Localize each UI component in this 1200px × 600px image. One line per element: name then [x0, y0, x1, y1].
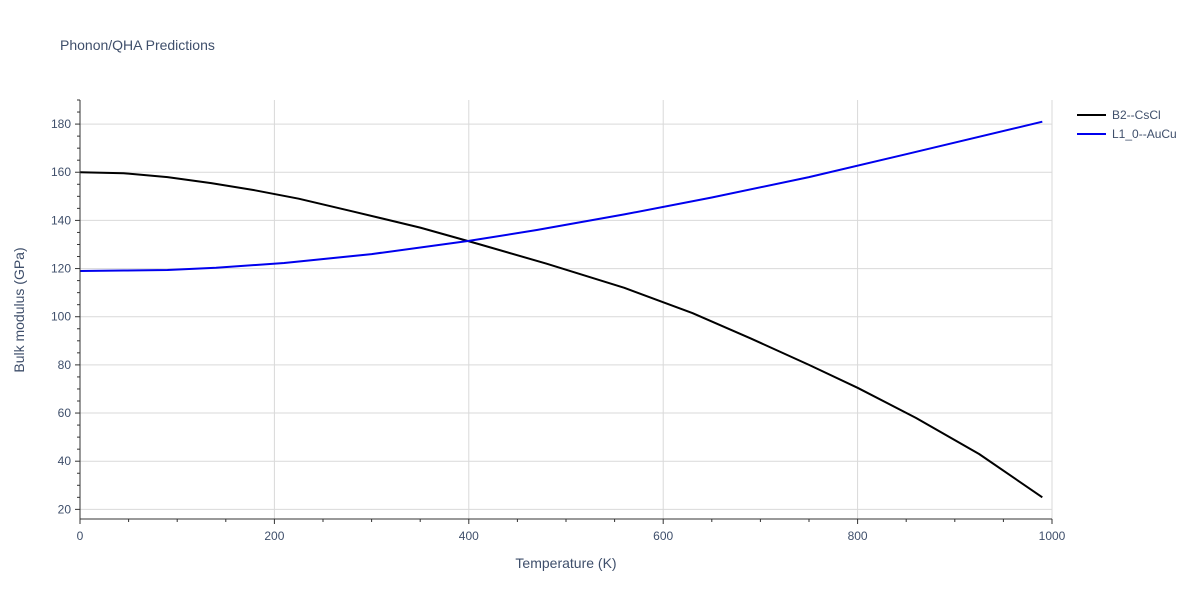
legend-label: L1_0--AuCu [1112, 127, 1177, 141]
y-tick-label: 80 [58, 358, 72, 372]
y-axis-title: Bulk modulus (GPa) [11, 247, 27, 372]
y-tick-label: 40 [58, 454, 72, 468]
x-tick-label: 1000 [1039, 529, 1066, 543]
grid-layer [80, 100, 1053, 519]
x-tick-label: 0 [77, 529, 84, 543]
x-tick-label: 600 [653, 529, 673, 543]
legend-item-1[interactable]: B2--CsCl [1077, 108, 1161, 122]
x-axis-title: Temperature (K) [515, 555, 616, 571]
y-tick-label: 100 [51, 310, 71, 324]
legend-label: B2--CsCl [1112, 108, 1161, 122]
y-tick-label: 120 [51, 262, 71, 276]
legend[interactable]: B2--CsCl L1_0--AuCu [1077, 108, 1177, 141]
y-tick-label: 60 [58, 406, 72, 420]
ticks-layer: 0 200 400 600 800 1000 20 40 60 80 100 120 140 160 180 [51, 99, 1066, 543]
series-layer [79, 120, 1043, 499]
y-tick-label: 180 [51, 117, 71, 131]
x-tick-label: 800 [848, 529, 868, 543]
axes-layer [79, 100, 1052, 520]
series-line-1 [79, 171, 1043, 499]
legend-item-2[interactable]: L1_0--AuCu [1077, 127, 1177, 141]
series-line-2 [79, 120, 1043, 272]
x-tick-label: 400 [459, 529, 479, 543]
x-tick-label: 200 [264, 529, 284, 543]
chart-title: Phonon/QHA Predictions [60, 37, 215, 53]
y-tick-label: 20 [58, 502, 72, 516]
y-tick-label: 140 [51, 213, 71, 227]
y-tick-label: 160 [51, 165, 71, 179]
